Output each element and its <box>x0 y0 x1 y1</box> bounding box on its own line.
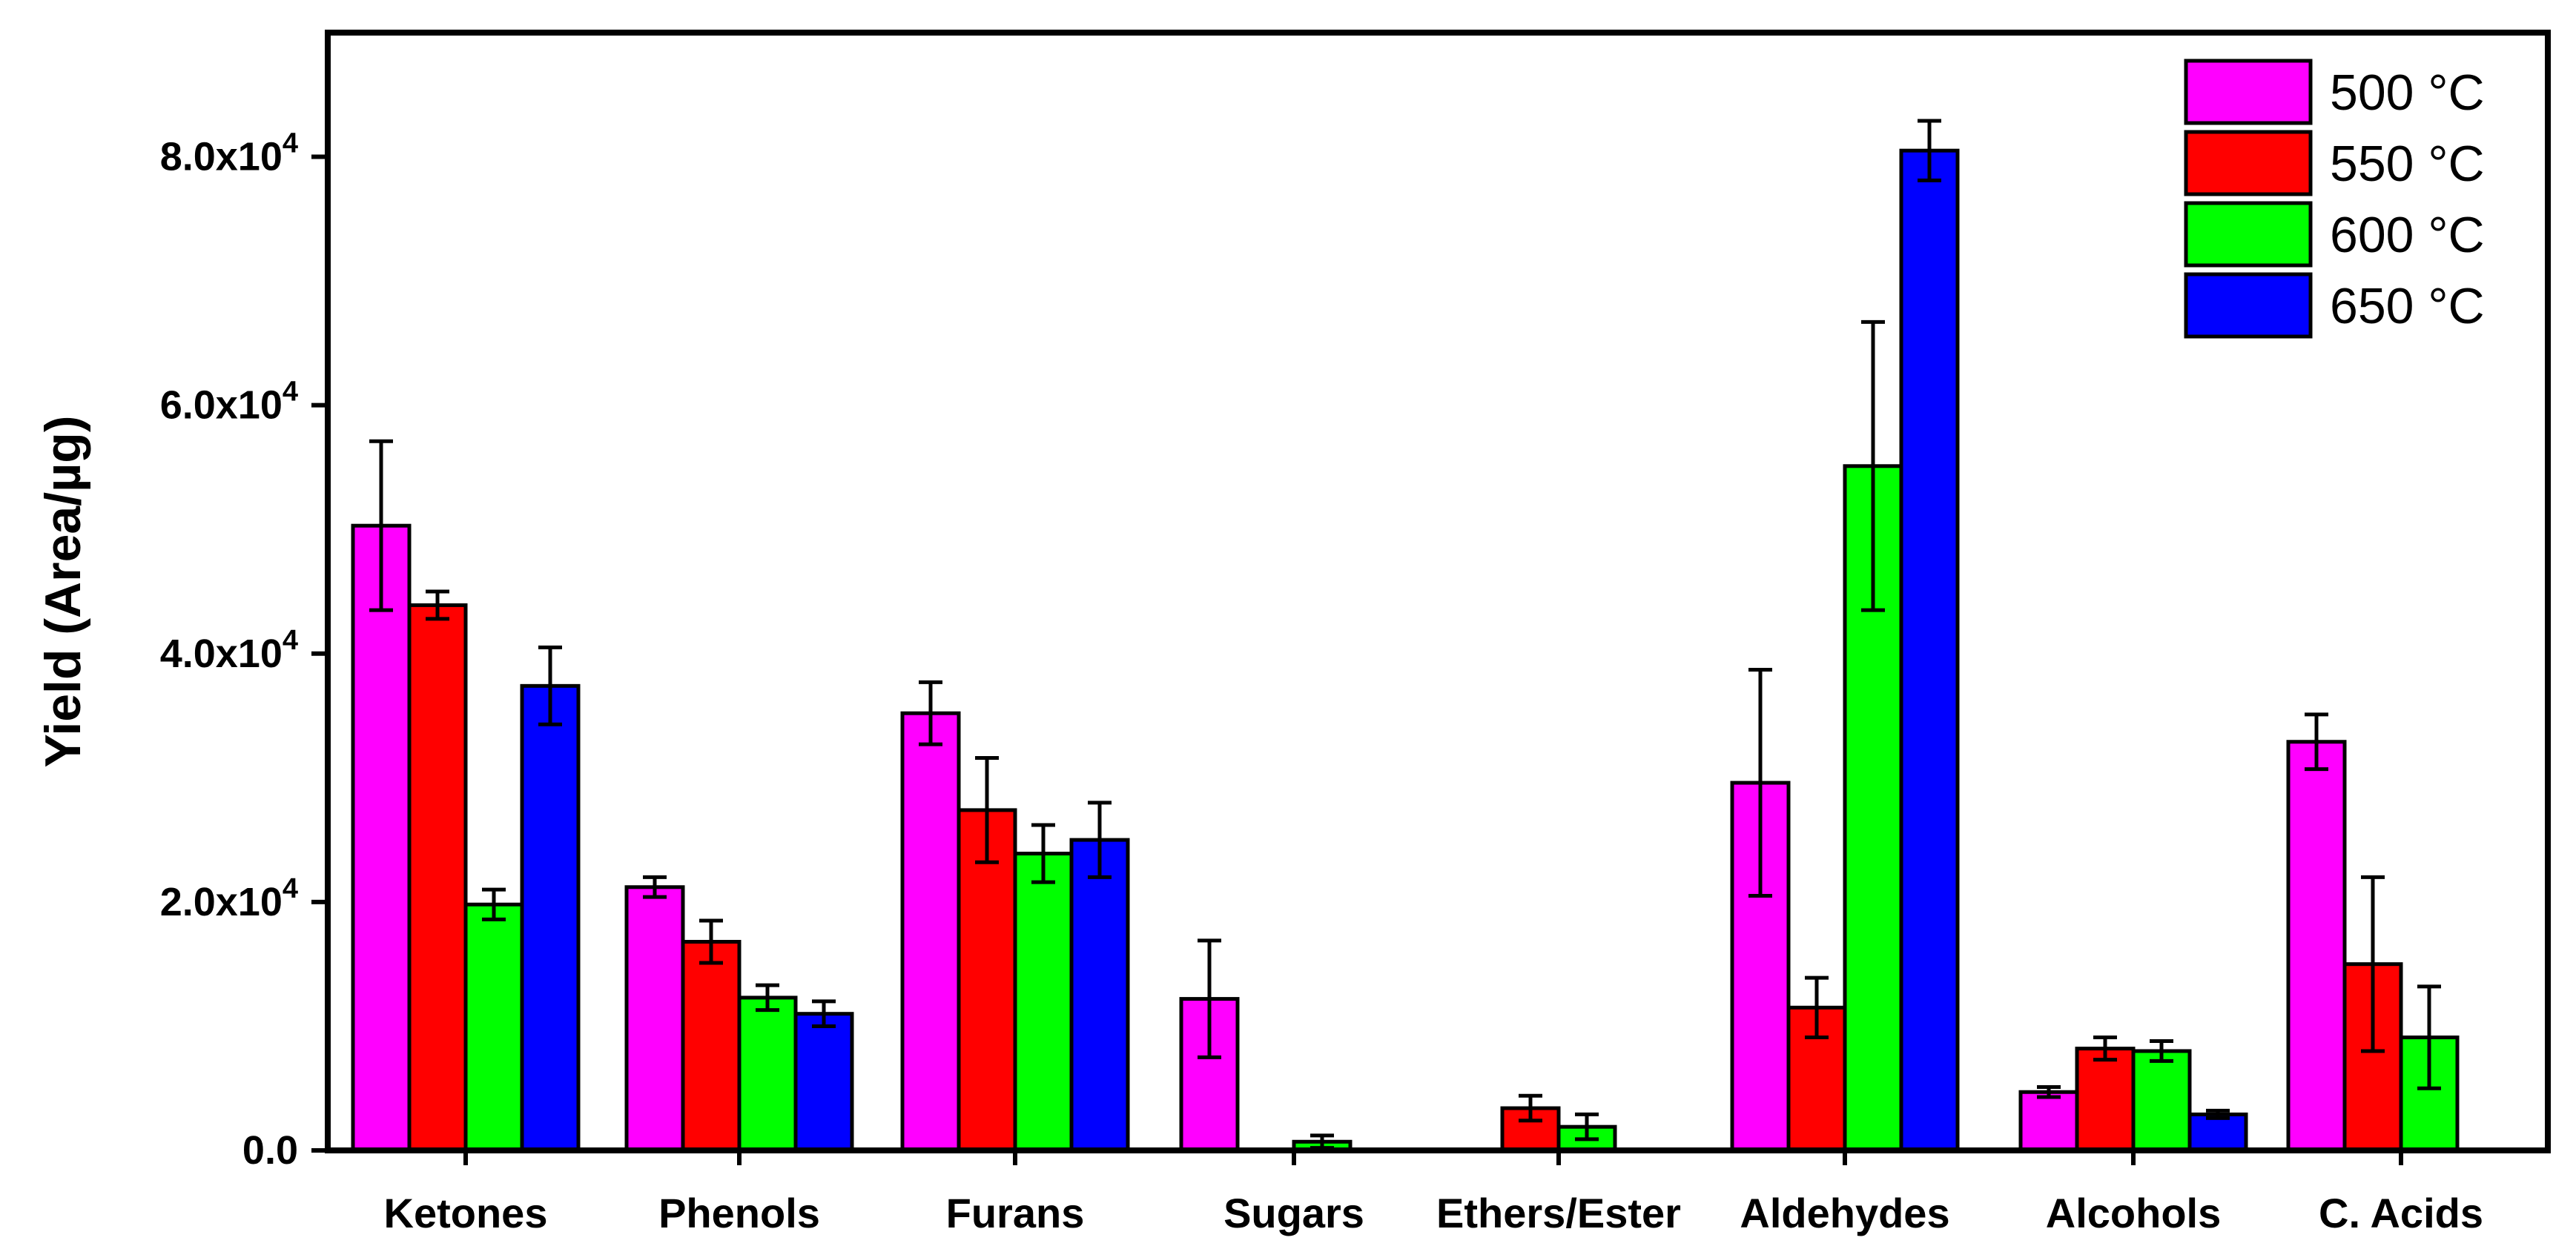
error-bar-ethers-ester-series-2 <box>1519 1093 1542 1123</box>
error-bar-aldehydes-series-2 <box>1805 975 1829 1040</box>
bar-furans-series-3 <box>1013 852 1074 1153</box>
x-tick-label: Furans <box>946 1190 1085 1236</box>
bar-ketones-series-3 <box>463 902 524 1153</box>
bar-alcohols-series-3 <box>2131 1049 2192 1153</box>
bar-phenols-series-4 <box>793 1012 854 1153</box>
x-tick-label: Ketones <box>384 1190 548 1236</box>
y-tick-label: 2.0x104 <box>160 873 298 924</box>
x-tick-label: Sugars <box>1223 1190 1364 1236</box>
error-bar-c-acids-series-2 <box>2361 875 2385 1053</box>
error-bar-ketones-series-1 <box>369 439 393 612</box>
x-tick-label: Phenols <box>658 1190 820 1236</box>
error-bar-furans-series-2 <box>975 756 999 864</box>
bar-ketones-series-4 <box>520 683 581 1153</box>
x-axis: Ketones Phenols Furans Sugars Ethers/Ester Al… <box>384 1150 2483 1236</box>
error-bar-alcohols-series-2 <box>2093 1036 2117 1062</box>
x-tick-label: C. Acids <box>2319 1190 2483 1236</box>
error-bar-aldehydes-series-1 <box>1748 668 1772 898</box>
legend-swatch <box>2184 130 2313 196</box>
error-bar-sugars-series-1 <box>1198 938 1221 1059</box>
error-bar-furans-series-4 <box>1088 801 1112 879</box>
bar-alcohols-series-1 <box>2018 1090 2079 1153</box>
bar-furans-series-4 <box>1069 838 1130 1153</box>
error-bars-layer <box>369 119 2441 1150</box>
error-bar-aldehydes-series-4 <box>1918 119 1941 182</box>
x-tick-label: Aldehydes <box>1740 1190 1949 1236</box>
error-bar-ketones-series-4 <box>538 645 562 726</box>
legend-swatch <box>2184 201 2313 268</box>
error-bar-ketones-series-2 <box>426 589 449 621</box>
legend: 500 °C 550 °C 600 °C 650 °C <box>2184 59 2485 339</box>
error-bar-alcohols-series-4 <box>2206 1108 2230 1120</box>
y-axis-label: Yield (Area/µg) <box>35 416 91 768</box>
y-tick-label: 0.0 <box>242 1128 298 1173</box>
y-tick-label: 8.0x104 <box>160 128 298 179</box>
bar-alcohols-series-2 <box>2075 1047 2136 1153</box>
error-bar-c-acids-series-3 <box>2417 984 2441 1090</box>
bar-aldehydes-series-4 <box>1899 148 1960 1153</box>
y-axis: 0.0 2.0x104 4.0x104 6.0x104 8.0x104 <box>160 128 328 1173</box>
bar-phenols-series-3 <box>737 995 798 1153</box>
error-bar-c-acids-series-1 <box>2305 712 2328 772</box>
bar-ketones-series-2 <box>407 603 468 1153</box>
legend-label: 500 °C <box>2330 64 2485 121</box>
legend-label: 600 °C <box>2330 207 2485 263</box>
error-bar-phenols-series-3 <box>756 983 779 1013</box>
plot-frame <box>325 30 2551 1153</box>
error-bar-ketones-series-3 <box>482 887 506 921</box>
error-bar-alcohols-series-3 <box>2150 1039 2173 1063</box>
error-bar-phenols-series-2 <box>699 918 723 965</box>
y-tick-label: 4.0x104 <box>160 625 298 676</box>
error-bar-furans-series-1 <box>919 680 942 746</box>
error-bar-phenols-series-4 <box>812 999 836 1028</box>
bar-c-acids-series-1 <box>2286 740 2347 1153</box>
error-bar-furans-series-3 <box>1031 823 1055 884</box>
x-tick-label: Alcohols <box>2046 1190 2221 1236</box>
error-bar-alcohols-series-1 <box>2037 1085 2061 1099</box>
bar-phenols-series-2 <box>681 940 742 1153</box>
error-bar-phenols-series-1 <box>643 875 667 899</box>
legend-label: 550 °C <box>2330 136 2485 192</box>
bar-phenols-series-1 <box>624 885 685 1153</box>
bar-furans-series-1 <box>900 711 961 1153</box>
error-bar-aldehydes-series-3 <box>1861 319 1885 612</box>
bars-layer <box>351 148 2460 1153</box>
legend-label: 650 °C <box>2330 278 2485 334</box>
error-bar-ethers-ester-series-3 <box>1575 1112 1599 1142</box>
bar-ketones-series-1 <box>351 523 412 1153</box>
x-tick-label: Ethers/Ester <box>1436 1190 1681 1236</box>
legend-swatch <box>2184 272 2313 339</box>
legend-swatch <box>2184 59 2313 125</box>
y-tick-label: 6.0x104 <box>160 377 298 428</box>
